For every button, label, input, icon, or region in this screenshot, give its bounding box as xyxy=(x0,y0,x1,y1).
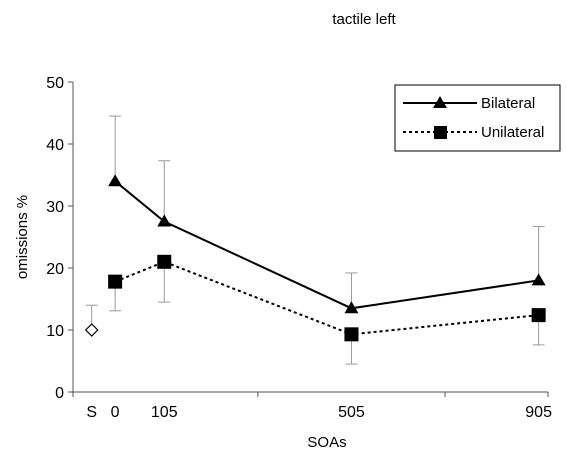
y-tick-label: 10 xyxy=(46,323,64,340)
y-tick-label: 0 xyxy=(55,385,64,402)
data-point-square xyxy=(344,327,359,342)
y-tick-label: 50 xyxy=(46,75,64,92)
legend-label-bilateral: Bilateral xyxy=(481,95,535,112)
legend-label-unilateral: Unilateral xyxy=(481,124,544,141)
data-point-square xyxy=(531,308,546,323)
data-point-triangle xyxy=(108,174,123,187)
x-tick-label: 0 xyxy=(111,404,120,421)
x-tick-label: S xyxy=(86,404,97,421)
data-point-diamond xyxy=(84,323,99,337)
legend-marker-unilateral xyxy=(434,126,447,139)
data-point-square xyxy=(157,254,172,269)
chart-title: tactile left xyxy=(332,11,396,28)
x-tick-label: 505 xyxy=(338,404,365,421)
series-line-bilateral xyxy=(114,180,539,310)
series-line-unilateral xyxy=(114,260,539,336)
data-point-triangle xyxy=(531,273,546,286)
y-axis-label: omissions % xyxy=(14,195,31,279)
y-tick-label: 30 xyxy=(46,199,64,216)
data-point-triangle xyxy=(157,214,172,227)
x-tick-label: 905 xyxy=(525,404,552,421)
data-point-square xyxy=(108,274,123,289)
y-tick-label: 40 xyxy=(46,137,64,154)
data-point-triangle xyxy=(344,301,359,314)
y-tick-label: 20 xyxy=(46,261,64,278)
legend: Bilateral Unilateral xyxy=(394,84,561,152)
legend-marker-bilateral xyxy=(433,96,447,108)
legend-box xyxy=(394,84,561,152)
x-tick-label: 105 xyxy=(151,404,178,421)
x-axis-label: SOAs xyxy=(307,434,346,451)
